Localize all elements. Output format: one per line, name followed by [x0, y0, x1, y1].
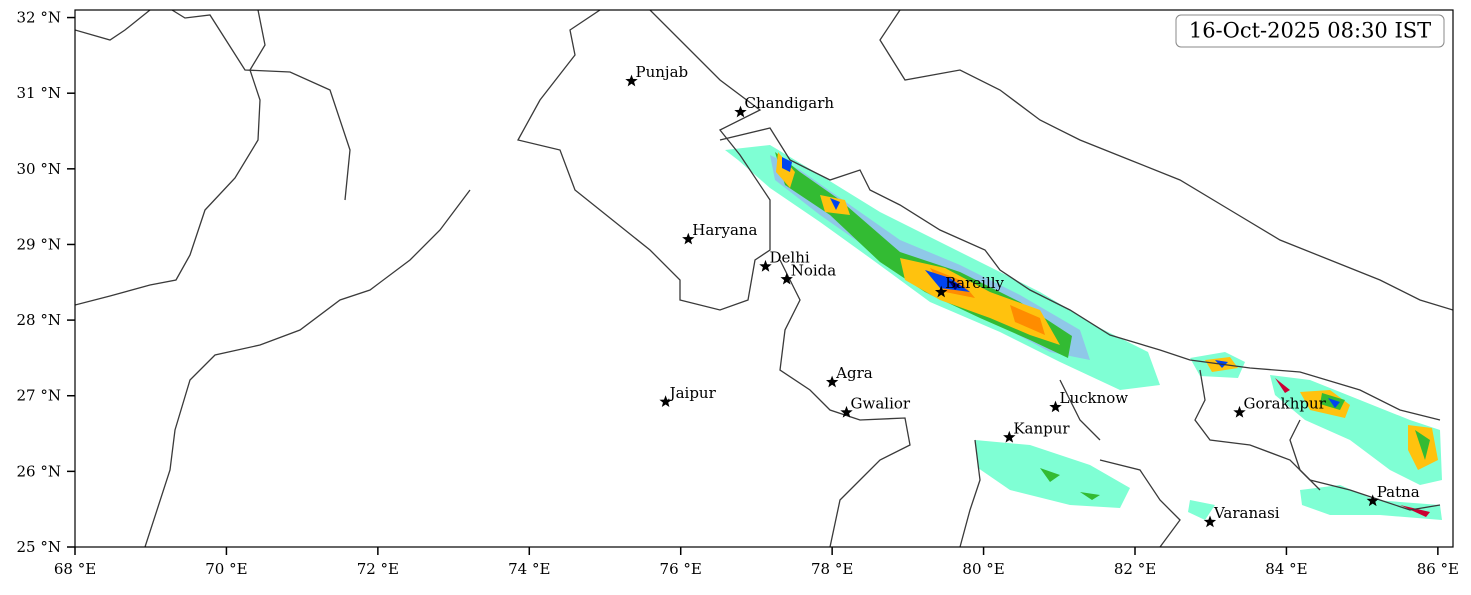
y-tick-label: 27 °N — [17, 387, 61, 405]
city-marker — [1233, 405, 1246, 418]
city-marker — [682, 232, 695, 245]
x-tick-label: 84 °E — [1265, 560, 1307, 578]
rainfall — [725, 145, 1442, 520]
x-tick-label: 86 °E — [1417, 560, 1459, 578]
city-marker — [1203, 515, 1217, 528]
city-label: Patna — [1377, 483, 1420, 501]
city-marker — [1366, 494, 1379, 507]
x-tick-label: 78 °E — [811, 560, 853, 578]
city-label: Punjab — [636, 63, 689, 81]
city-marker — [935, 285, 948, 298]
map-frame — [74, 9, 1454, 548]
city-label: Lucknow — [1060, 389, 1129, 407]
timestamp-box — [1175, 14, 1445, 48]
y-tick-label: 32 °N — [17, 9, 61, 27]
x-tick-label: 74 °E — [508, 560, 550, 578]
city-label: Agra — [835, 364, 873, 382]
city-label: Bareilly — [945, 274, 1004, 292]
y-tick-label: 29 °N — [17, 235, 61, 253]
city-label: Gorakhpur — [1243, 394, 1326, 412]
city-marker — [826, 375, 839, 388]
boundaries — [75, 10, 1453, 547]
city-marker — [734, 105, 747, 118]
x-tick-label: 70 °E — [205, 560, 247, 578]
x-tick-label: 82 °E — [1114, 560, 1156, 578]
y-tick-label: 28 °N — [17, 311, 61, 329]
city-marker — [659, 395, 672, 407]
x-tick-label: 72 °E — [357, 560, 399, 578]
city-label: Kanpur — [1013, 419, 1070, 437]
timestamp: 16-Oct-2025 08:30 IST — [1189, 19, 1431, 43]
city-marker — [1003, 430, 1016, 443]
city-label: Chandigarh — [745, 94, 835, 112]
city-marker — [759, 259, 772, 272]
city-label: Haryana — [692, 221, 757, 239]
x-tick-label: 76 °E — [660, 560, 702, 578]
city-label: Noida — [791, 261, 837, 279]
map-layers — [75, 10, 1453, 547]
y-tick-label: 31 °N — [17, 84, 61, 102]
y-tick-label: 30 °N — [17, 160, 61, 178]
y-tick-label: 26 °N — [17, 462, 61, 480]
city-marker — [1049, 400, 1062, 413]
city-label: Varanasi — [1213, 504, 1280, 522]
x-tick-label: 80 °E — [962, 560, 1004, 578]
y-tick-label: 25 °N — [17, 538, 61, 556]
city-marker — [840, 405, 853, 418]
city-label: Delhi — [770, 248, 810, 266]
city-label: Gwalior — [851, 394, 911, 412]
city-marker — [625, 74, 638, 87]
city-label: Jaipur — [668, 384, 717, 402]
city-marker — [780, 272, 793, 285]
x-tick-label: 68 °E — [54, 560, 96, 578]
